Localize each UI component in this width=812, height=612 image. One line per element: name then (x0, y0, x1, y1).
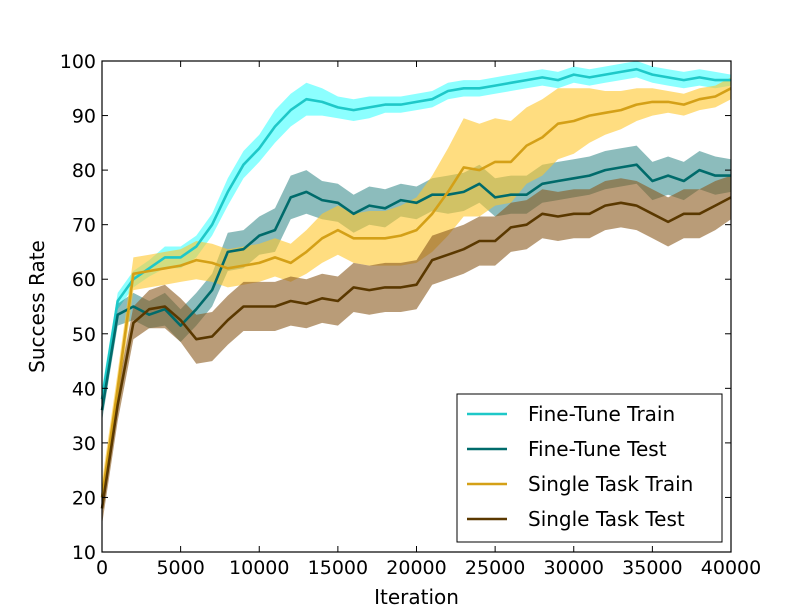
x-tick-label: 25000 (465, 557, 525, 579)
axis-ticks (101, 60, 732, 553)
x-tick-label: 30000 (544, 557, 604, 579)
y-tick-label: 100 (60, 51, 96, 73)
x-tick-label: 10000 (229, 557, 289, 579)
y-tick-label: 30 (72, 433, 96, 455)
y-tick-label: 10 (72, 542, 96, 564)
y-tick-label: 60 (72, 269, 96, 291)
y-tick-label: 90 (72, 106, 96, 128)
fine-tune-test-line (100, 163, 731, 411)
x-tick-label: 35000 (622, 557, 682, 579)
legend-box (456, 393, 723, 543)
x-tick-label: 20000 (386, 557, 446, 579)
y-tick-label: 20 (72, 487, 96, 509)
y-tick-label: 70 (72, 215, 96, 237)
y-tick-label: 40 (72, 378, 96, 400)
series-lines (100, 67, 732, 509)
y-axis-title: Success Rate (25, 240, 49, 373)
x-tick-label: 0 (96, 557, 108, 579)
legend-label: Fine-Tune Train (528, 402, 675, 426)
x-tick-label: 15000 (308, 557, 368, 579)
legend: Fine-Tune Train Fine-Tune Test Single Task… (456, 393, 723, 543)
x-tick-labels: 0 5000 10000 15000 20000 25000 30000 35000 40000 (96, 557, 761, 579)
fine-tune-train-line (100, 67, 731, 400)
y-tick-label: 50 (72, 324, 96, 346)
x-tick-label: 5000 (156, 557, 204, 579)
single-task-train-line (100, 87, 732, 498)
y-tick-label: 80 (72, 160, 96, 182)
legend-label: Single Task Test (528, 507, 685, 531)
x-axis-title: Iteration (374, 585, 459, 609)
legend-label: Single Task Train (528, 472, 693, 496)
x-tick-label: 40000 (701, 557, 761, 579)
y-tick-labels: 10 20 30 40 50 60 70 80 90 100 (60, 51, 96, 564)
single-task-test-band (102, 175, 731, 525)
single-task-test-line (100, 196, 732, 509)
legend-label: Fine-Tune Test (528, 437, 667, 461)
